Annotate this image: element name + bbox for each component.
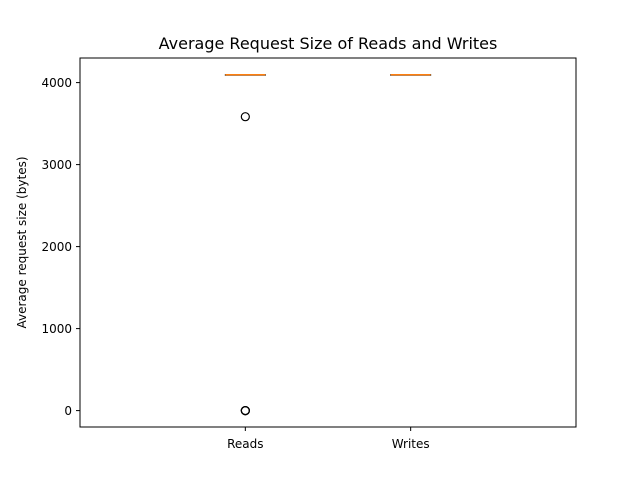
y-tick-label-4000: 4000 [41,76,72,90]
y-axis-label: Average request size (bytes) [15,156,29,328]
x-tick-label-writes: Writes [392,437,430,451]
y-tick-label-0: 0 [64,404,72,418]
plot-area: 0 1000 2000 3000 4000 Reads Writes [41,57,577,451]
y-tick-label-2000: 2000 [41,240,72,254]
reads-outlier-0 [240,112,250,122]
x-tick-label-reads: Reads [227,437,263,451]
reads-outlier-3 [240,406,250,416]
chart-title: Average Request Size of Reads and Writes [159,34,498,53]
y-tick-label-1000: 1000 [41,322,72,336]
y-tick-label-3000: 3000 [41,158,72,172]
axes-frame [79,57,577,428]
